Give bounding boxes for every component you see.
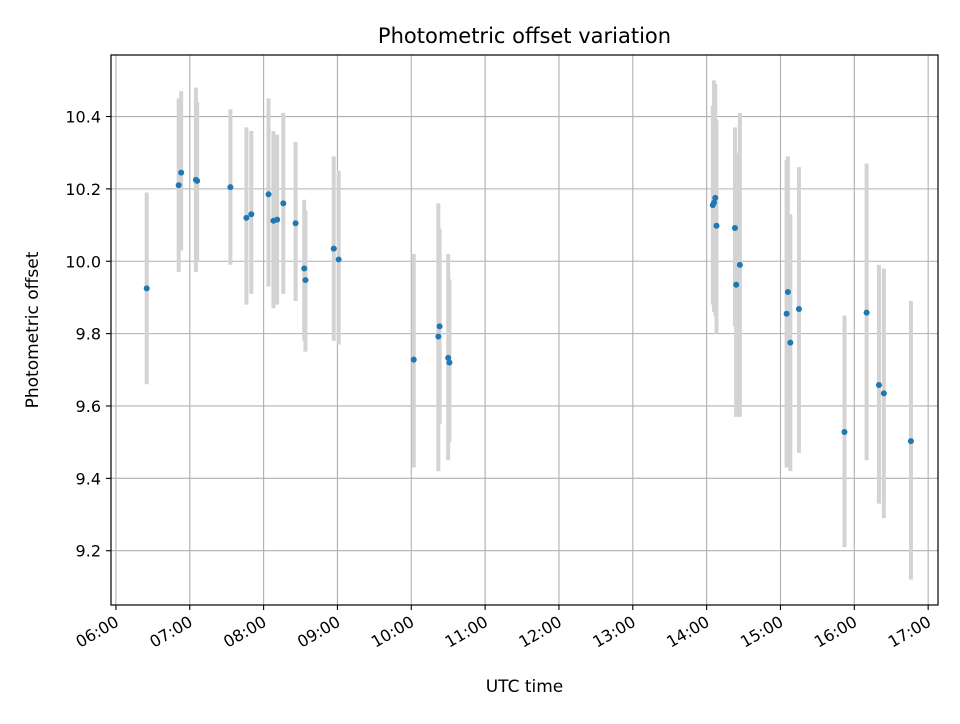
x-axis-ticks: 06:00 07:00 08:00 09:00 10:00 11:00 12:00 13:00… (72, 605, 934, 652)
x-tick-label: 16:00 (811, 612, 860, 652)
data-point (783, 310, 790, 317)
y-tick-label: 10.0 (65, 252, 101, 271)
x-tick-label: 09:00 (294, 612, 343, 652)
x-tick-label: 11:00 (442, 612, 491, 652)
data-point (194, 177, 201, 184)
data-point (175, 182, 182, 189)
y-axis-label: Photometric offset (23, 251, 43, 408)
data-point (410, 356, 417, 363)
data-point (712, 194, 719, 201)
x-tick-label: 15:00 (737, 612, 786, 652)
data-point (280, 200, 287, 207)
data-point (436, 323, 443, 330)
point-layer (143, 169, 914, 445)
y-tick-label: 9.8 (76, 325, 101, 344)
data-point (731, 224, 738, 231)
data-point (335, 256, 342, 263)
y-tick-label: 10.4 (65, 108, 101, 127)
data-point (863, 309, 870, 316)
data-point (330, 245, 337, 252)
x-tick-label: 07:00 (146, 612, 195, 652)
plot-frame (110, 54, 939, 606)
data-point (435, 333, 442, 340)
y-tick-label: 9.4 (76, 469, 101, 488)
errorbar-layer (144, 80, 913, 580)
x-axis-label: UTC time (486, 677, 564, 697)
x-tick-label: 10:00 (368, 612, 417, 652)
data-point (243, 214, 250, 221)
data-point (274, 216, 281, 223)
data-point (302, 277, 309, 284)
data-point (733, 281, 740, 288)
y-tick-label: 9.2 (76, 542, 101, 561)
data-point (265, 191, 272, 198)
data-point (787, 339, 794, 346)
data-point (292, 220, 299, 227)
x-tick-label: 13:00 (589, 612, 638, 652)
x-tick-label: 12:00 (516, 612, 565, 652)
grid-layer (111, 55, 938, 605)
data-point (445, 354, 452, 361)
data-point (907, 438, 914, 445)
data-point (227, 184, 234, 191)
y-tick-label: 10.2 (65, 180, 101, 199)
data-point (795, 306, 802, 313)
data-point (446, 359, 453, 366)
chart-title: Photometric offset variation (378, 24, 671, 48)
data-point (178, 169, 185, 176)
x-tick-label: 06:00 (72, 612, 121, 652)
data-point (713, 222, 720, 229)
data-point (248, 211, 255, 218)
data-point (784, 289, 791, 296)
data-point (880, 390, 887, 397)
data-point (875, 382, 882, 388)
y-axis-ticks: 9.2 9.4 9.6 9.8 10.0 10.2 10.4 (65, 108, 111, 561)
data-point (301, 265, 308, 272)
data-point (143, 285, 150, 292)
data-point (841, 429, 848, 436)
data-point (711, 199, 718, 206)
data-point (736, 261, 743, 268)
x-tick-label: 17:00 (885, 612, 934, 652)
y-tick-label: 9.6 (76, 397, 101, 416)
x-tick-label: 14:00 (663, 612, 712, 652)
x-tick-label: 08:00 (220, 612, 269, 652)
